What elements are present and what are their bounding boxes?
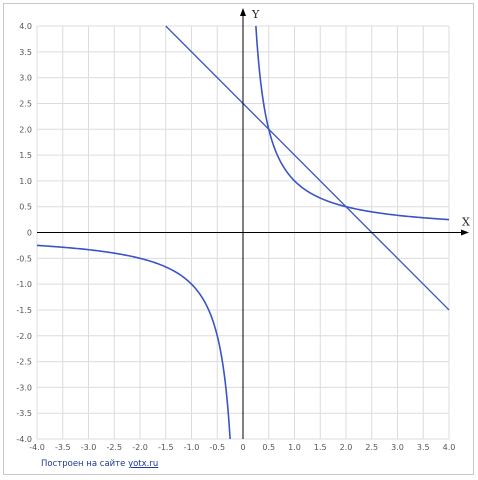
y-tick-label: -1.0: [16, 280, 32, 289]
y-axis-arrow-icon: [240, 8, 246, 16]
chart-frame: -4.0 -3.5 -3.0 -2.5 -2.0 -1.5 -1.0 -0.5 0 0.5 1.0 1…: [3, 3, 474, 475]
y-tick-label: 1.0: [19, 177, 32, 186]
y-tick-label: 3.5: [19, 48, 32, 57]
y-axis-label: Y: [251, 8, 260, 21]
x-tick-label: -1.5: [158, 443, 174, 452]
y-tick-label: -3.0: [16, 383, 32, 392]
x-axis-arrow-icon: [461, 229, 469, 236]
y-tick-label: 0: [27, 229, 32, 238]
x-tick-label: 1.5: [314, 443, 327, 452]
x-tick-label: -3.5: [55, 443, 71, 452]
y-tick-label: 3.0: [19, 74, 32, 83]
x-tick-label: 3.0: [391, 443, 404, 452]
axes: [37, 8, 469, 439]
y-tick-label: -0.5: [16, 254, 32, 263]
y-tick-label: 0.5: [19, 203, 32, 212]
x-tick-label: 0.5: [262, 443, 275, 452]
y-tick-label: 4.0: [19, 22, 32, 31]
y-tick-label: -2.0: [16, 332, 32, 341]
x-tick-label: -1.0: [184, 443, 200, 452]
y-tick-label: -3.5: [16, 409, 32, 418]
credit-link[interactable]: yotx.ru: [128, 459, 159, 469]
chart-plot: -4.0 -3.5 -3.0 -2.5 -2.0 -1.5 -1.0 -0.5 0 0.5 1.0 1…: [16, 8, 470, 452]
x-tick-label: 3.5: [417, 443, 430, 452]
straight-line-series: [165, 25, 450, 311]
y-tick-label: -2.5: [16, 358, 32, 367]
credit-line: Построен на сайте yotx.ru: [41, 459, 158, 469]
tick-labels: -4.0 -3.5 -3.0 -2.5 -2.0 -1.5 -1.0 -0.5 0 0.5 1.0 1…: [16, 22, 455, 452]
credit-text: Построен на сайте: [41, 459, 129, 469]
y-tick-label: -1.5: [16, 306, 32, 315]
y-tick-label: 2.5: [19, 99, 32, 108]
x-tick-label: -0.5: [209, 443, 225, 452]
series-layer: [36, 25, 450, 440]
x-axis-label: X: [462, 216, 470, 229]
x-tick-label: 2.0: [340, 443, 353, 452]
hyperbola-branch-right: [255, 25, 450, 221]
y-tick-label: 1.5: [19, 151, 32, 160]
y-tick-label: -4.0: [16, 435, 32, 444]
x-tick-label: 1.0: [288, 443, 301, 452]
x-tick-label: -2.0: [132, 443, 148, 452]
x-tick-label: 4.0: [443, 443, 456, 452]
y-tick-label: 2.0: [19, 125, 32, 134]
x-tick-label: -2.5: [106, 443, 122, 452]
x-tick-label: -4.0: [29, 443, 45, 452]
x-tick-label: 0: [240, 443, 245, 452]
x-tick-label: -3.0: [81, 443, 97, 452]
x-tick-label: 2.5: [365, 443, 378, 452]
hyperbola-branch-left: [36, 244, 231, 440]
